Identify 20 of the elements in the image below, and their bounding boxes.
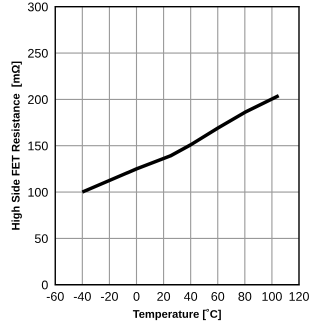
- x-tick-label: 60: [211, 292, 224, 301]
- y-tick-label: 200: [28, 95, 48, 104]
- x-tick-label: 100: [262, 292, 282, 301]
- x-tick-label: 120: [290, 292, 309, 301]
- y-tick-label: 100: [28, 188, 48, 197]
- y-tick-label: 0: [42, 280, 48, 290]
- x-tick-label: -40: [74, 292, 91, 301]
- x-tick-label: 80: [238, 292, 252, 301]
- y-tick-label: 150: [28, 142, 48, 150]
- line-series: [80, 94, 280, 194]
- x-tick-label: 20: [157, 292, 170, 301]
- y-axis-title: High Side FET Resistance [mΩ]: [11, 62, 22, 230]
- y-tick-label: 250: [28, 48, 48, 58]
- x-tick-label: -60: [46, 292, 64, 301]
- x-tick-label: 40: [184, 292, 198, 301]
- y-tick-label: 300: [28, 2, 48, 12]
- y-tick-label: 50: [34, 234, 48, 244]
- x-tick-label: 0: [134, 292, 140, 301]
- x-axis-title: Temperature [˚C]: [132, 308, 221, 320]
- x-tick-label: -20: [100, 292, 118, 301]
